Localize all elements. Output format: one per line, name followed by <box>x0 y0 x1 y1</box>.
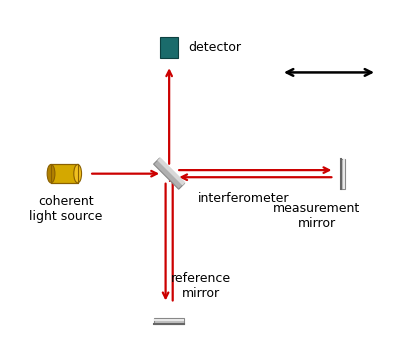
Bar <box>51 164 78 183</box>
Text: coherent
light source: coherent light source <box>29 195 103 223</box>
Text: detector: detector <box>189 41 242 54</box>
Polygon shape <box>158 158 186 185</box>
Bar <box>51 164 78 183</box>
Bar <box>154 319 184 321</box>
Text: interferometer: interferometer <box>197 192 289 205</box>
Bar <box>154 318 184 324</box>
Bar <box>343 159 345 189</box>
Text: measurement
mirror: measurement mirror <box>273 202 360 230</box>
Ellipse shape <box>74 164 81 183</box>
Polygon shape <box>154 158 185 189</box>
Bar <box>160 37 178 58</box>
Ellipse shape <box>47 164 55 183</box>
Text: reference
mirror: reference mirror <box>171 272 231 300</box>
Bar <box>341 159 345 189</box>
